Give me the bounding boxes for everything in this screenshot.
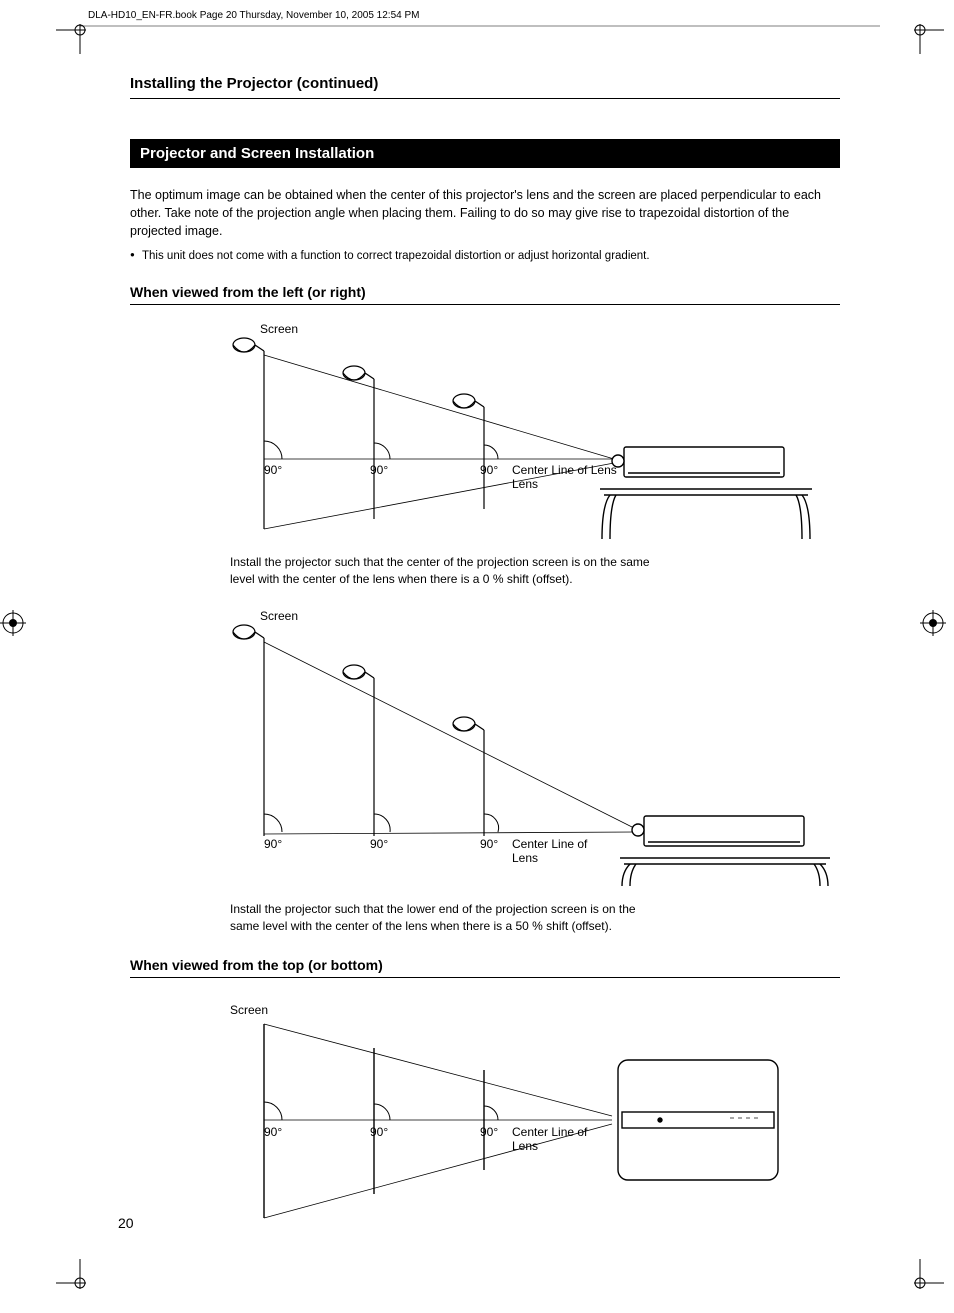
subheading-top-view: When viewed from the top (or bottom) bbox=[130, 957, 840, 978]
center-line-label: Center Line ofLens bbox=[512, 837, 588, 865]
angle-label: 90° bbox=[370, 837, 388, 851]
crop-mark-tl bbox=[56, 24, 86, 54]
page-title: Installing the Projector (continued) bbox=[130, 75, 840, 99]
angle-label: 90° bbox=[480, 1125, 498, 1139]
diagram2-caption: Install the projector such that the lowe… bbox=[230, 901, 650, 935]
angle-label: 90° bbox=[370, 1125, 388, 1139]
crop-mark-tr bbox=[914, 24, 944, 54]
page-content: Installing the Projector (continued) Pro… bbox=[130, 75, 840, 1253]
reg-mark-left bbox=[0, 610, 26, 636]
screen-label: Screen bbox=[230, 1003, 268, 1017]
diagram-top-view: Screen 90° 90° 90° Center Line ofLens bbox=[230, 998, 840, 1243]
intro-paragraph: The optimum image can be obtained when t… bbox=[130, 186, 840, 240]
angle-label: 90° bbox=[264, 463, 282, 477]
crop-mark-br bbox=[914, 1259, 944, 1289]
angle-label: 90° bbox=[264, 837, 282, 851]
crop-mark-bl bbox=[56, 1259, 86, 1289]
angle-label: 90° bbox=[370, 463, 388, 477]
section-heading: Projector and Screen Installation bbox=[130, 139, 840, 168]
reg-mark-right bbox=[920, 610, 946, 636]
framemaker-header: DLA-HD10_EN-FR.book Page 20 Thursday, No… bbox=[88, 10, 419, 21]
center-line-label: Center Line ofLens bbox=[512, 1125, 588, 1153]
diagram-side-50pct: Screen 90° 90° 90° Center Line ofLe bbox=[230, 606, 840, 891]
angle-label: 90° bbox=[264, 1125, 282, 1139]
subheading-side-view: When viewed from the left (or right) bbox=[130, 284, 840, 305]
page-number: 20 bbox=[118, 1215, 134, 1231]
angle-label: 90° bbox=[480, 463, 498, 477]
screen-label: Screen bbox=[260, 609, 298, 623]
bullet-note: This unit does not come with a function … bbox=[130, 248, 840, 264]
center-line-label: Center Line of LensLens bbox=[512, 463, 617, 491]
angle-label: 90° bbox=[480, 837, 498, 851]
diagram1-caption: Install the projector such that the cent… bbox=[230, 554, 650, 588]
screen-label: Screen bbox=[260, 322, 298, 336]
header-rule bbox=[80, 25, 880, 27]
diagram-side-0pct: Screen 90° 90° bbox=[230, 319, 840, 544]
